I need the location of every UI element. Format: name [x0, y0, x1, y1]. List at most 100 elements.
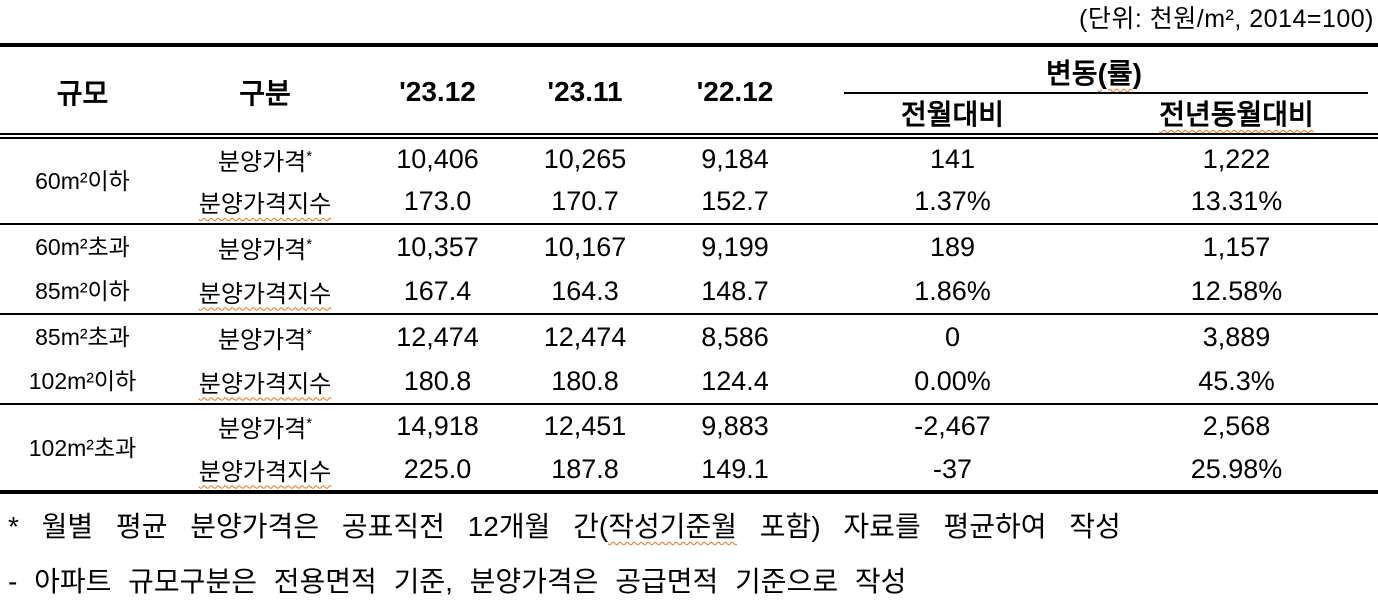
yoy-label: 전년동월대비 — [1159, 99, 1314, 130]
col-header-mom: 전월대비 — [900, 99, 1005, 130]
value-cell: 187.8 — [551, 453, 619, 484]
scale-cell: 85m²초과 102m²이하 — [28, 324, 137, 394]
col-header-category: 구분 — [239, 78, 291, 109]
value-cell: 9,184 — [701, 144, 769, 174]
price-footnote-mark: * — [306, 235, 313, 253]
value-cell: 9,883 — [701, 411, 769, 441]
table-row: 60m²이하 분양가격* 10,406 10,265 9,184 141 1,2… — [0, 136, 1378, 194]
table-row: 분양가격지수 173.0 170.7 152.7 1.37% 13.31% — [0, 180, 1378, 224]
scale-cell: 102m²초과 — [28, 434, 137, 461]
value-cell: 10,357 — [396, 231, 479, 262]
value-cell: 167.4 — [403, 275, 472, 306]
value-cell: 148.7 — [701, 275, 769, 306]
price-label: 분양가격 — [217, 416, 307, 443]
index-label: 분양가격지수 — [198, 280, 332, 308]
col-header-change-group: 변동(률) — [810, 45, 1378, 93]
price-footnote-mark: * — [306, 148, 313, 165]
unit-note: (단위: 천원/m², 2014=100) — [1079, 5, 1374, 33]
index-label: 분양가격지수 — [198, 370, 332, 398]
value-cell: 124.4 — [701, 365, 769, 396]
col-header-month-2212: '22.12 — [696, 76, 774, 107]
header-row-1: 규모 구분 '23.12 '23.11 '22.12 변동(률) — [0, 45, 1378, 109]
category-cell: 분양가격지수 — [165, 269, 365, 314]
mom-change-cell: -2,467 — [914, 411, 991, 441]
value-cell: 12,451 — [543, 411, 627, 441]
mom-change-cell: 1.86% — [914, 275, 991, 306]
index-label: 분양가격지수 — [198, 191, 332, 218]
footnotes: * 월별 평균 분양가격은 공표직전 12개월 간(작성기준월 포함) 자료를 … — [0, 494, 1378, 600]
price-label: 분양가격 — [217, 149, 307, 176]
value-cell: 14,918 — [396, 411, 479, 441]
yoy-change-cell: 3,889 — [1202, 321, 1271, 352]
value-cell: 149.1 — [701, 453, 769, 484]
mom-change-cell: 0 — [944, 321, 961, 352]
change-label-tail: ) — [1132, 58, 1142, 89]
value-cell: 180.8 — [551, 365, 619, 396]
value-cell: 10,265 — [543, 144, 627, 174]
table-row: 60m²초과 85m²이하 분양가격* 10,357 10,167 9,199 … — [0, 224, 1378, 305]
header-row-2: 전월대비 전년동월대비 — [0, 93, 1378, 136]
value-cell: 12,474 — [396, 321, 479, 352]
price-index-table: 규모 구분 '23.12 '23.11 '22.12 변동(률) 전월대비 전년… — [0, 43, 1378, 494]
value-cell: 12,474 — [543, 321, 627, 352]
value-cell: 180.8 — [403, 365, 472, 396]
scale-cell: 60m²초과 85m²이하 — [35, 234, 130, 304]
scale-cell: 60m²이하 — [35, 168, 130, 194]
price-label: 분양가격 — [217, 326, 307, 354]
yoy-change-cell: 1,222 — [1202, 144, 1271, 174]
footnote-text-wavy: 작성기준월 — [608, 511, 738, 542]
value-cell: 9,199 — [701, 231, 769, 262]
table-row: 분양가격지수 180.8 180.8 124.4 0.00% 45.3% — [0, 359, 1378, 404]
footnote-area-basis: - 아파트 규모구분은 전용면적 기준, 분양가격은 공급면적 기준으로 작성 — [8, 566, 907, 597]
category-cell: 분양가격* — [165, 314, 365, 359]
value-cell: 10,406 — [396, 144, 479, 174]
yoy-change-cell: 13.31% — [1190, 186, 1283, 216]
table-row: 분양가격지수 225.0 187.8 149.1 -37 25.98% — [0, 448, 1378, 492]
category-cell: 분양가격* — [165, 136, 365, 180]
yoy-change-cell: 25.98% — [1190, 453, 1283, 484]
footnote-price-method: * 월별 평균 분양가격은 공표직전 12개월 간(작성기준월 포함) 자료를 … — [8, 505, 1372, 545]
yoy-change-cell: 12.58% — [1190, 275, 1283, 306]
footnote-text: 포함) 자료를 평균하여 작성 — [737, 511, 1121, 542]
price-label: 분양가격 — [217, 236, 307, 264]
category-cell: 분양가격* — [165, 224, 365, 269]
col-header-month-2312: '23.12 — [399, 76, 476, 107]
mom-change-cell: 189 — [929, 231, 976, 262]
mom-change-cell: -37 — [932, 453, 973, 484]
size-group-60-under: 60m²이하 분양가격* 10,406 10,265 9,184 141 1,2… — [0, 136, 1378, 224]
table-row: 102m²초과 분양가격* 14,918 12,451 9,883 -2,467… — [0, 404, 1378, 461]
value-cell: 164.3 — [551, 275, 619, 306]
category-cell: 분양가격지수 — [165, 180, 365, 224]
col-header-yoy: 전년동월대비 — [1095, 93, 1378, 136]
category-cell: 분양가격지수 — [165, 359, 365, 404]
value-cell: 173.0 — [403, 186, 472, 216]
value-cell: 10,167 — [543, 231, 627, 262]
category-cell: 분양가격지수 — [165, 448, 365, 492]
change-label-wavy: (률 — [1097, 58, 1133, 89]
table-row: 분양가격지수 167.4 164.3 148.7 1.86% 12.58% — [0, 269, 1378, 314]
value-cell: 170.7 — [551, 186, 619, 216]
mom-change-cell: 0.00% — [914, 365, 991, 396]
size-group-102-over: 102m²초과 분양가격* 14,918 12,451 9,883 -2,467… — [0, 404, 1378, 492]
mom-change-cell: 1.37% — [914, 186, 991, 216]
value-cell: 152.7 — [701, 186, 769, 216]
index-label: 분양가격지수 — [198, 458, 332, 486]
table-row: 85m²초과 102m²이하 분양가격* 12,474 12,474 8,586… — [0, 314, 1378, 395]
category-cell: 분양가격* — [165, 404, 365, 448]
size-group-60-85: 60m²초과 85m²이하 분양가격* 10,357 10,167 9,199 … — [0, 224, 1378, 314]
footnote-text: * 월별 평균 분양가격은 공표직전 12개월 간( — [8, 511, 609, 542]
change-label: 변동 — [1046, 58, 1098, 89]
table-header: 규모 구분 '23.12 '23.11 '22.12 변동(률) 전월대비 전년… — [0, 45, 1378, 136]
col-header-scale: 규모 — [56, 78, 109, 109]
yoy-change-cell: 2,568 — [1202, 411, 1271, 441]
value-cell: 8,586 — [701, 321, 769, 352]
yoy-change-cell: 1,157 — [1202, 231, 1271, 262]
col-header-month-2311: '23.11 — [547, 76, 623, 107]
size-group-85-102: 85m²초과 102m²이하 분양가격* 12,474 12,474 8,586… — [0, 314, 1378, 404]
price-footnote-mark: * — [306, 415, 313, 432]
price-footnote-mark: * — [306, 325, 313, 343]
yoy-change-cell: 45.3% — [1198, 365, 1275, 396]
mom-change-cell: 141 — [929, 144, 976, 174]
value-cell: 225.0 — [403, 453, 472, 484]
